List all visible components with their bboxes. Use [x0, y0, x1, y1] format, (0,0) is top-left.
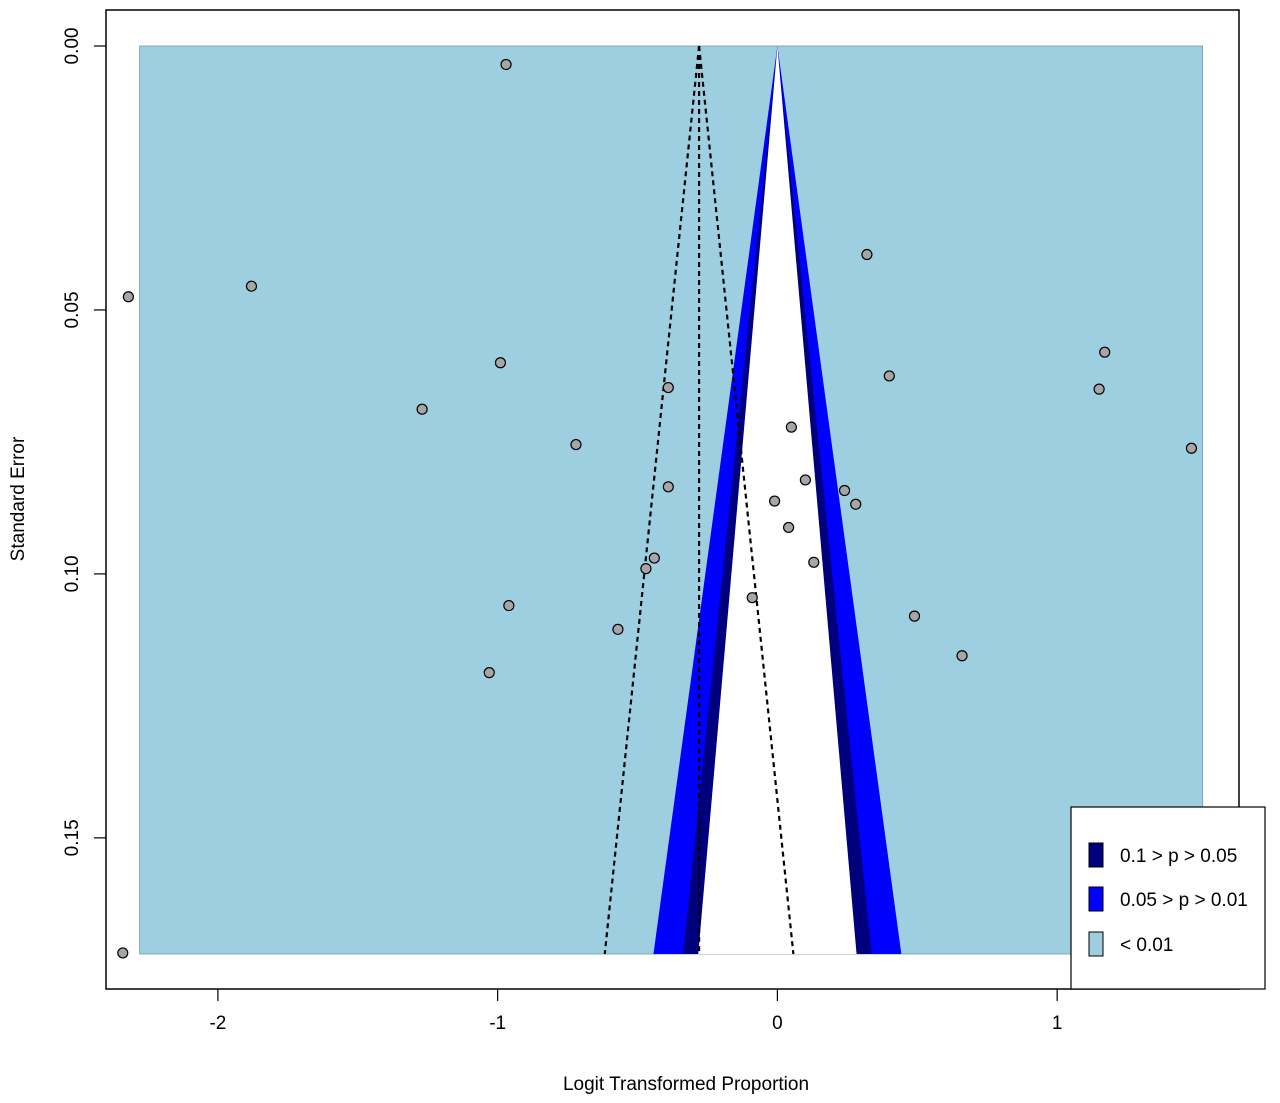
- study-point: [245, 280, 258, 292]
- study-point: [883, 370, 895, 382]
- study-point: [503, 599, 515, 612]
- study-point: [908, 610, 921, 622]
- pooled-ci-left-line: [603, 45, 701, 955]
- study-point: [850, 498, 862, 510]
- study-point: [500, 58, 512, 71]
- y-tick-label: 0.00: [62, 28, 83, 65]
- study-point: [570, 438, 582, 451]
- study-point: [956, 650, 968, 662]
- plot-frame: [105, 9, 1240, 990]
- funnel-regions: [139, 45, 1204, 955]
- x-axis-label: Logit Transformed Proportion: [563, 1074, 809, 1095]
- study-point: [117, 947, 129, 959]
- legend-swatch-p10: [1088, 842, 1104, 868]
- y-axis-label: Standard Error: [8, 436, 29, 561]
- study-point: [1093, 383, 1105, 395]
- study-point: [782, 521, 795, 534]
- study-point: [1185, 442, 1198, 454]
- study-point: [785, 421, 797, 433]
- pooled-estimate-lines: [603, 45, 795, 955]
- study-point: [861, 248, 873, 261]
- legend: 0.1 > p > 0.05 0.05 > p > 0.01 < 0.01: [1070, 806, 1266, 990]
- study-point: [640, 563, 652, 575]
- y-tick-label: 0.10: [62, 555, 83, 592]
- study-point: [1099, 346, 1111, 358]
- x-tick-label: -2: [209, 1013, 226, 1034]
- study-point: [416, 403, 428, 415]
- study-point: [648, 552, 660, 564]
- y-tick-label: 0.15: [62, 819, 83, 856]
- x-axis: -2 -1 0 1: [209, 989, 1062, 1034]
- study-points: [117, 58, 1198, 959]
- study-point: [612, 623, 624, 635]
- x-tick-label: 1: [1052, 1013, 1063, 1034]
- study-point: [838, 484, 851, 497]
- x-tick-label: 0: [772, 1013, 783, 1034]
- x-tick-label: -1: [489, 1013, 506, 1034]
- legend-label-p05: 0.05 > p > 0.01: [1120, 890, 1248, 911]
- study-point: [122, 291, 134, 303]
- pooled-ci-right-line: [697, 45, 795, 955]
- region-p01: [139, 45, 1204, 955]
- study-point: [799, 474, 811, 486]
- study-point: [494, 357, 507, 369]
- study-point: [483, 667, 495, 679]
- legend-swatch-p05: [1088, 886, 1104, 912]
- study-point: [746, 592, 758, 604]
- legend-label-p01: < 0.01: [1120, 935, 1173, 956]
- legend-label-p10: 0.1 > p > 0.05: [1120, 846, 1237, 867]
- legend-swatch-p01: [1088, 931, 1104, 957]
- study-point: [662, 381, 674, 394]
- study-point: [769, 495, 781, 507]
- y-axis: 0.00 0.05 0.10 0.15: [62, 28, 106, 856]
- study-point: [808, 556, 820, 568]
- study-point: [662, 481, 674, 493]
- y-tick-label: 0.05: [62, 291, 83, 328]
